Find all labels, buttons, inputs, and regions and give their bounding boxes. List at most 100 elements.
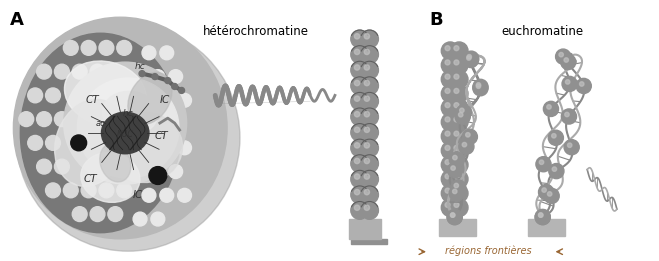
Circle shape	[351, 46, 368, 63]
Circle shape	[476, 83, 480, 87]
Circle shape	[544, 188, 559, 204]
Circle shape	[451, 213, 455, 217]
Circle shape	[473, 81, 488, 96]
Circle shape	[462, 143, 467, 147]
Circle shape	[562, 76, 577, 92]
Circle shape	[552, 134, 556, 138]
Circle shape	[451, 166, 455, 170]
Circle shape	[454, 145, 459, 150]
Circle shape	[364, 174, 370, 179]
Circle shape	[556, 49, 571, 64]
Circle shape	[466, 133, 470, 137]
Circle shape	[19, 112, 34, 127]
Circle shape	[45, 88, 61, 103]
Circle shape	[55, 112, 69, 127]
Circle shape	[178, 141, 192, 155]
Ellipse shape	[107, 113, 183, 182]
Circle shape	[561, 109, 577, 124]
Circle shape	[454, 174, 459, 179]
Circle shape	[467, 56, 471, 60]
Circle shape	[149, 167, 167, 185]
Circle shape	[165, 78, 171, 84]
Circle shape	[451, 213, 455, 217]
Circle shape	[548, 192, 552, 196]
Circle shape	[360, 170, 378, 188]
Circle shape	[364, 65, 370, 70]
Circle shape	[445, 88, 450, 93]
Circle shape	[552, 167, 557, 171]
Circle shape	[442, 99, 459, 117]
Circle shape	[547, 105, 551, 109]
Text: CT: CT	[155, 131, 169, 141]
Circle shape	[37, 64, 51, 79]
Circle shape	[453, 155, 457, 160]
Circle shape	[355, 34, 360, 39]
Text: régions frontières: régions frontières	[445, 245, 532, 256]
Circle shape	[442, 127, 459, 145]
Circle shape	[28, 88, 43, 103]
Circle shape	[445, 103, 450, 108]
Circle shape	[151, 212, 165, 226]
Circle shape	[169, 165, 183, 179]
Circle shape	[139, 71, 145, 76]
Circle shape	[442, 156, 459, 174]
Circle shape	[351, 155, 368, 173]
Circle shape	[133, 212, 147, 226]
Circle shape	[450, 85, 468, 103]
Ellipse shape	[64, 62, 186, 184]
Circle shape	[117, 183, 132, 198]
Circle shape	[364, 127, 370, 133]
Circle shape	[364, 158, 370, 164]
Circle shape	[152, 74, 158, 80]
Circle shape	[151, 165, 165, 179]
Circle shape	[364, 96, 370, 101]
Circle shape	[351, 108, 368, 126]
Circle shape	[360, 61, 378, 79]
Circle shape	[90, 207, 105, 222]
Circle shape	[538, 213, 543, 217]
Circle shape	[445, 160, 450, 165]
Circle shape	[559, 52, 563, 57]
Circle shape	[442, 56, 459, 74]
Circle shape	[564, 58, 569, 62]
Circle shape	[445, 145, 450, 150]
Circle shape	[455, 109, 471, 124]
Ellipse shape	[77, 78, 179, 178]
Ellipse shape	[13, 17, 227, 239]
Circle shape	[351, 30, 368, 48]
Circle shape	[467, 55, 471, 59]
Circle shape	[447, 210, 462, 225]
Circle shape	[476, 84, 480, 88]
Circle shape	[445, 46, 450, 51]
Circle shape	[364, 34, 370, 39]
Ellipse shape	[101, 112, 149, 154]
Text: hc: hc	[134, 62, 146, 71]
Circle shape	[55, 159, 69, 174]
Circle shape	[81, 183, 96, 198]
Circle shape	[454, 103, 459, 108]
Circle shape	[142, 188, 156, 202]
Text: A: A	[9, 11, 23, 29]
Circle shape	[90, 64, 105, 79]
Circle shape	[536, 157, 551, 172]
Ellipse shape	[103, 91, 158, 135]
Circle shape	[445, 203, 450, 207]
Circle shape	[351, 201, 368, 219]
Circle shape	[450, 185, 468, 202]
Circle shape	[454, 117, 459, 122]
Circle shape	[454, 203, 459, 207]
Circle shape	[360, 123, 378, 141]
Circle shape	[456, 105, 471, 120]
Circle shape	[360, 186, 378, 204]
Circle shape	[360, 77, 378, 95]
Circle shape	[442, 70, 459, 88]
Text: euchromatine: euchromatine	[501, 25, 584, 38]
Ellipse shape	[16, 25, 240, 251]
Circle shape	[454, 160, 459, 165]
Ellipse shape	[128, 72, 172, 124]
Circle shape	[172, 84, 178, 90]
Circle shape	[179, 87, 185, 93]
Circle shape	[45, 135, 61, 150]
Circle shape	[355, 127, 360, 133]
Circle shape	[355, 143, 360, 148]
